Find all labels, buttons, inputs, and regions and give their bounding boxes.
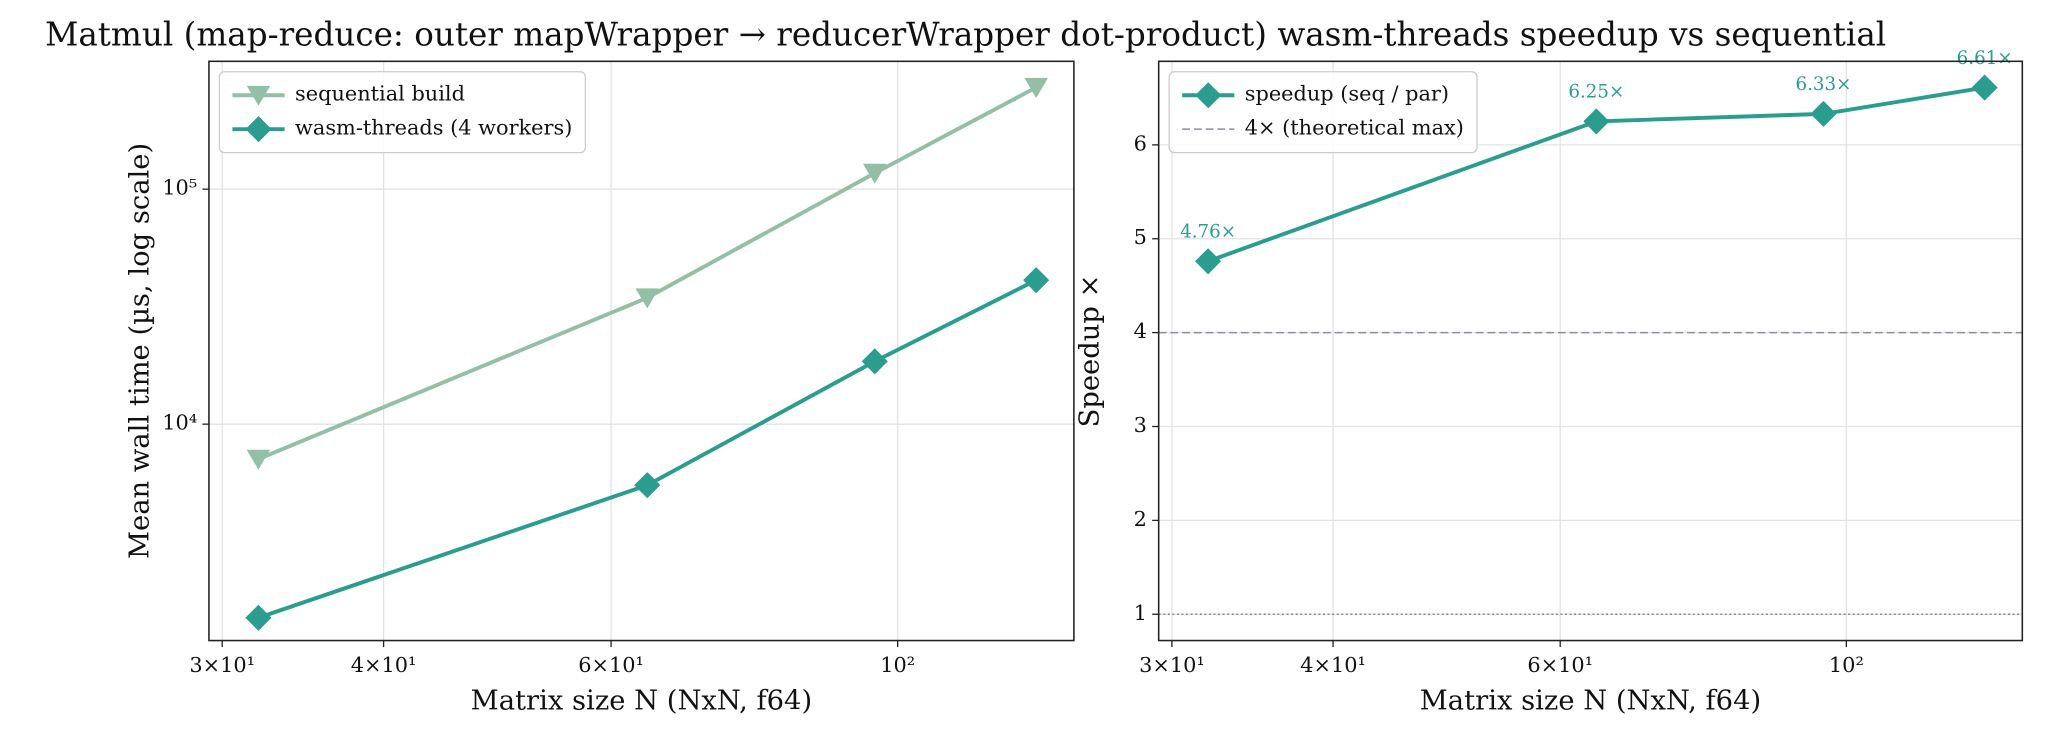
x-tick-label: 6×10¹	[578, 653, 644, 677]
legend-box	[1168, 71, 1478, 154]
x-tick-label: 4×10¹	[1300, 653, 1366, 677]
marker	[246, 85, 271, 106]
figure-title: Matmul (map-reduce: outer mapWrapper → r…	[45, 16, 1886, 54]
marker	[245, 604, 272, 631]
x-tick-label: 6×10¹	[1527, 653, 1593, 677]
marker	[861, 348, 888, 375]
marker	[246, 449, 271, 470]
legend-label: sequential build	[295, 82, 465, 106]
x-axis-label: Matrix size N (NxN, f64)	[1420, 685, 1761, 716]
value-label: 4.76×	[1180, 222, 1236, 243]
marker	[634, 472, 661, 499]
x-tick-label: 10²	[1829, 653, 1864, 677]
x-tick-label: 4×10¹	[351, 653, 417, 677]
legend-label: speedup (seq / par)	[1245, 82, 1449, 106]
legend: speedup (seq / par) 4× (theoretical max)	[1168, 71, 1478, 154]
marker	[635, 288, 660, 309]
series-line	[257, 278, 1038, 620]
y-tick-label: 1	[1134, 601, 1147, 625]
marker	[1810, 100, 1837, 127]
y-tick-label: 3	[1134, 413, 1147, 437]
y-tick-label: 5	[1134, 225, 1147, 249]
marker	[1195, 248, 1222, 275]
y-axis-label: Mean wall time (µs, log scale)	[125, 143, 156, 559]
axes-frame	[1157, 60, 2024, 642]
series-line	[257, 85, 1038, 461]
value-label: 6.25×	[1568, 82, 1624, 103]
marker	[1971, 74, 1998, 101]
legend: sequential build wasm-threads (4 workers)	[218, 71, 587, 154]
marker	[1023, 267, 1050, 294]
value-label: 6.33×	[1796, 74, 1852, 95]
y-tick-label: 6	[1134, 131, 1147, 155]
legend-box	[218, 71, 587, 154]
y-tick-label: 2	[1134, 507, 1147, 531]
y-tick-label: 4	[1134, 319, 1147, 343]
marker	[245, 116, 272, 143]
marker	[863, 163, 887, 184]
x-axis-label: Matrix size N (NxN, f64)	[471, 685, 812, 716]
value-label: 6.61×	[1957, 48, 2013, 69]
legend-label: wasm-threads (4 workers)	[295, 116, 572, 140]
y-tick-label: 10⁵	[162, 176, 197, 200]
x-tick-label: 3×10¹	[1139, 653, 1205, 677]
y-axis-label: Speedup ×	[1074, 274, 1105, 427]
marker	[1583, 108, 1610, 135]
axes-frame	[208, 60, 1075, 642]
marker	[1024, 78, 1048, 98]
series-line	[1207, 85, 1985, 264]
x-tick-label: 10²	[880, 653, 915, 677]
legend-label: 4× (theoretical max)	[1245, 116, 1464, 140]
x-tick-label: 3×10¹	[189, 653, 255, 677]
y-tick-label: 10⁴	[162, 411, 197, 435]
